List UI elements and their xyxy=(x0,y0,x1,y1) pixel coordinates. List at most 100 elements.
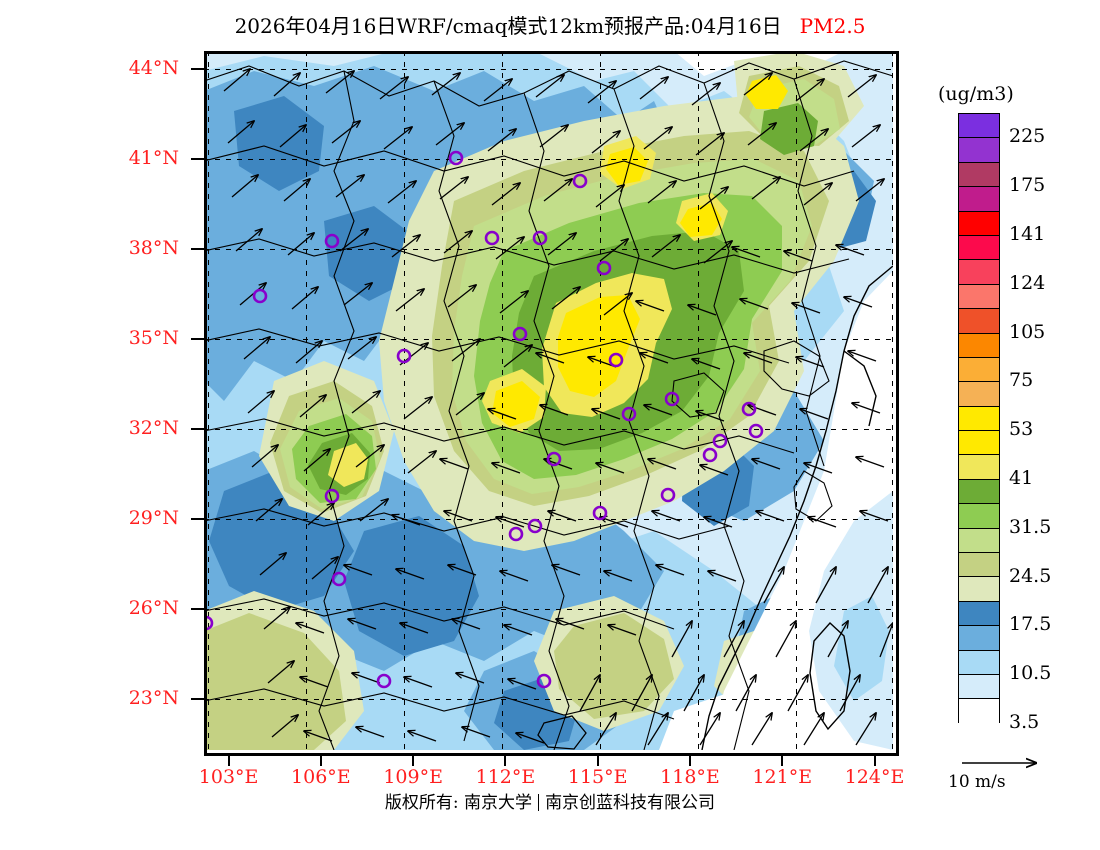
station-marker[interactable] xyxy=(532,230,548,246)
footer-divider xyxy=(538,794,540,811)
colorbar-band xyxy=(959,455,999,480)
colorbar-tick-label: 24.5 xyxy=(1009,564,1052,587)
station-marker[interactable] xyxy=(252,288,268,304)
colorbar-band xyxy=(959,114,999,139)
colorbar-band xyxy=(959,187,999,212)
colorbar-band xyxy=(959,577,999,602)
lon-tick-label: 124°E xyxy=(844,766,905,788)
lat-tick-label: 26°N xyxy=(128,597,179,619)
lon-tick-mark xyxy=(319,753,322,766)
station-marker[interactable] xyxy=(508,526,524,542)
lon-tick-label: 115°E xyxy=(567,766,628,788)
station-marker[interactable] xyxy=(596,260,612,276)
lon-tick-mark xyxy=(873,753,876,766)
station-marker[interactable] xyxy=(512,326,528,342)
wind-scale-key xyxy=(958,752,1088,774)
colorbar-tick-label: 105 xyxy=(1009,320,1046,343)
lat-tick-label: 41°N xyxy=(128,147,179,169)
colorbar-band xyxy=(959,528,999,554)
lat-tick-mark xyxy=(191,68,204,70)
colorbar-unit-label: (ug/m3) xyxy=(938,83,1014,105)
colorbar-band xyxy=(959,553,999,578)
lat-tick-label: 29°N xyxy=(128,507,179,529)
colorbar-tick-label: 3.5 xyxy=(1009,711,1040,733)
footer-left-text: 版权所有: 南京大学 xyxy=(384,793,533,813)
station-marker[interactable] xyxy=(546,451,562,467)
lon-tick-label: 103°E xyxy=(198,766,259,788)
map-canvas[interactable] xyxy=(204,51,893,750)
province-boundaries xyxy=(204,60,893,750)
colorbar-band xyxy=(959,601,999,627)
lat-tick-mark xyxy=(191,518,204,520)
lon-tick-label: 118°E xyxy=(660,766,720,788)
lat-tick-mark xyxy=(191,698,204,700)
station-marker[interactable] xyxy=(592,505,608,521)
lon-tick-mark xyxy=(412,753,415,766)
wind-vectors xyxy=(223,69,893,746)
lon-tick-label: 121°E xyxy=(752,766,813,788)
station-marker[interactable] xyxy=(324,233,340,249)
lat-tick-label: 35°N xyxy=(128,327,179,349)
ocean-mask xyxy=(659,271,893,750)
lon-tick-mark xyxy=(781,753,784,766)
colorbar-band xyxy=(959,260,999,285)
colorbar-band xyxy=(959,406,999,432)
station-marker[interactable] xyxy=(702,447,718,463)
lon-tick-label: 109°E xyxy=(383,766,443,788)
station-marker[interactable] xyxy=(664,391,680,407)
colorbar-tick-label: 41 xyxy=(1009,467,1034,489)
colorbar-band xyxy=(959,309,999,334)
station-marker[interactable] xyxy=(712,433,728,449)
station-marker[interactable] xyxy=(376,673,392,689)
station-marker[interactable] xyxy=(536,673,552,689)
colorbar-band xyxy=(959,650,999,675)
lat-tick-mark xyxy=(191,428,204,430)
lon-tick-mark xyxy=(596,753,599,766)
station-marker[interactable] xyxy=(741,401,757,417)
colorbar-band xyxy=(959,235,999,261)
colorbar-band xyxy=(959,138,999,163)
colorbar-band xyxy=(959,626,999,651)
lat-tick-mark xyxy=(191,338,204,340)
title-pollutant-text: PM2.5 xyxy=(799,14,866,38)
station-marker[interactable] xyxy=(748,423,764,439)
station-marker[interactable] xyxy=(484,230,500,246)
station-marker[interactable] xyxy=(572,173,588,189)
colorbar-band xyxy=(959,699,999,724)
colorbar-tick-label: 175 xyxy=(1009,174,1046,197)
station-marker[interactable] xyxy=(448,150,464,166)
lat-tick-label: 44°N xyxy=(128,57,179,79)
colorbar-band xyxy=(959,284,999,310)
lat-tick-mark xyxy=(191,248,204,250)
station-marker[interactable] xyxy=(608,352,624,368)
colorbar-tick-label: 225 xyxy=(1009,125,1046,148)
wind-scale-label: 10 m/s xyxy=(948,772,1006,792)
footer-right-text: 南京创蓝科技有限公司 xyxy=(545,793,716,813)
colorbar[interactable] xyxy=(958,113,1000,724)
lon-tick-label: 106°E xyxy=(291,766,351,788)
forecast-map[interactable] xyxy=(204,51,893,750)
station-marker[interactable] xyxy=(527,518,543,534)
colorbar-tick-label: 53 xyxy=(1009,418,1034,441)
lon-tick-mark xyxy=(227,753,230,766)
station-marker[interactable] xyxy=(396,348,412,364)
colorbar-band xyxy=(959,479,999,505)
colorbar-band xyxy=(959,162,999,188)
lat-tick-mark xyxy=(191,158,204,160)
colorbar-tick-label: 31.5 xyxy=(1009,515,1052,538)
colorbar-band xyxy=(959,674,999,700)
colorbar-tick-label: 17.5 xyxy=(1009,613,1052,636)
colorbar-tick-label: 141 xyxy=(1009,223,1046,245)
wind-arrow-icon xyxy=(962,752,1078,774)
lat-tick-label: 38°N xyxy=(128,237,179,259)
colorbar-tick-label: 124 xyxy=(1009,271,1046,294)
colorbar-band xyxy=(959,504,999,529)
title-main-text: 2026年04月16日WRF/cmaq模式12km预报产品:04月16日 xyxy=(234,14,782,38)
station-marker[interactable] xyxy=(621,406,637,422)
station-marker[interactable] xyxy=(331,571,347,587)
lon-tick-label: 112°E xyxy=(475,766,536,788)
colorbar-tick-label: 75 xyxy=(1009,369,1034,392)
colorbar-band xyxy=(959,382,999,407)
station-marker[interactable] xyxy=(324,488,340,504)
station-marker[interactable] xyxy=(660,487,676,503)
